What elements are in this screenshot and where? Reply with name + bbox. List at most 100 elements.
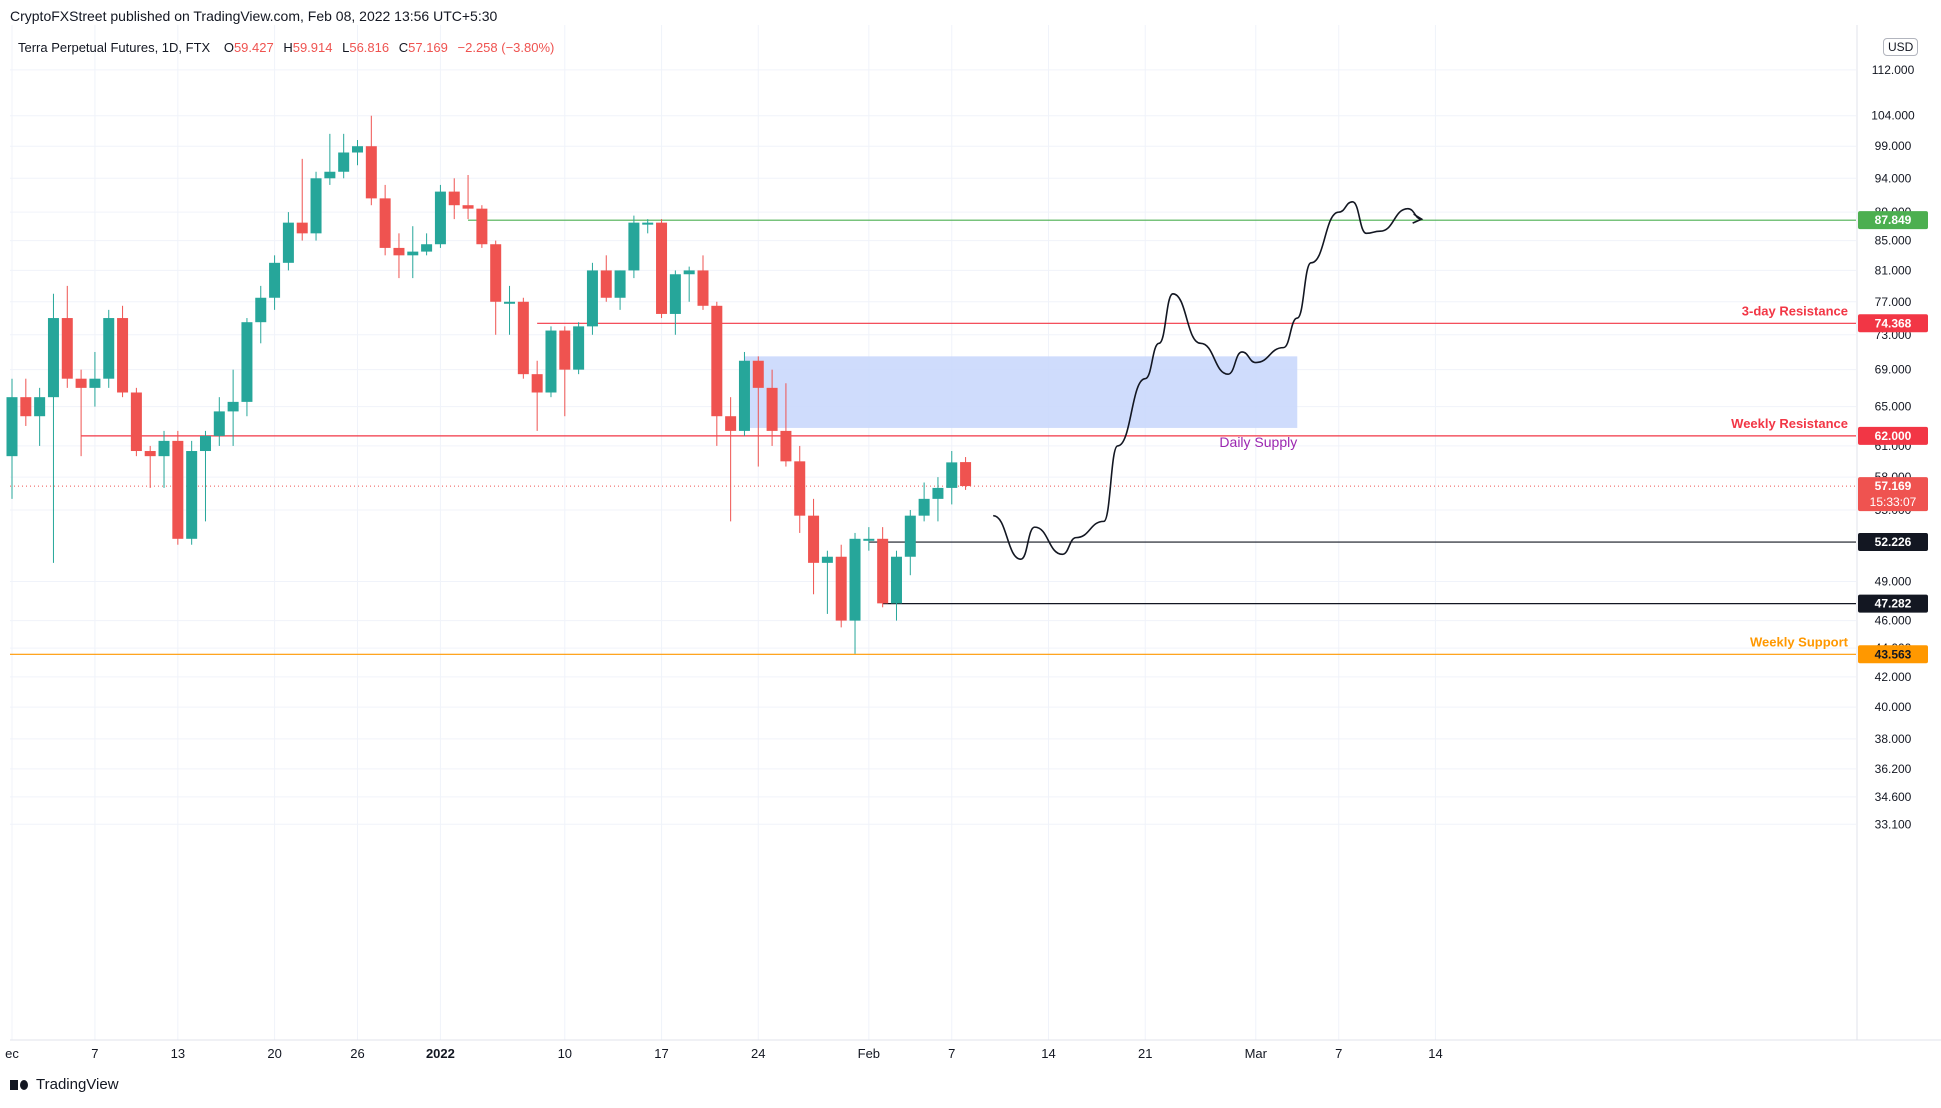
candle [61,285,73,388]
candle-body [794,461,806,516]
projection-arrowhead [1412,213,1424,224]
candle-body [683,270,695,275]
price-tick-label: 94.000 [1875,171,1912,185]
candle-body [296,222,308,234]
candle [352,140,363,166]
candle [186,440,198,545]
price-tick-label: 46.000 [1875,614,1912,628]
candle-body [434,191,446,245]
candle [504,285,516,335]
tradingview-logo-icon [10,1078,30,1092]
candle [476,205,488,248]
candle [725,397,737,522]
time-tick-label: Feb [858,1046,880,1061]
candle [379,184,391,256]
legend-line: Terra Perpetual Futures, 1D, FTX O59.427… [18,40,554,55]
3-day-resistance-label-text: 74.368 [1875,316,1912,330]
candle-body [918,498,930,516]
candle-body [697,270,709,306]
tradingview-logo[interactable]: TradingView [10,1076,119,1093]
level-52-label-bg [1858,533,1928,552]
candle-body [932,487,944,499]
plot-area[interactable] [10,25,1856,1040]
candle [20,378,32,426]
price-tick-label: 42.000 [1875,670,1912,684]
current-price-label-text: 57.169 [1875,479,1912,493]
time-tick-label: Mar [1245,1046,1268,1061]
time-axis[interactable]: ec 7 13 20 26 2022 10 17 24 Feb 7 14 21 Mar 7 14 [5,1046,1443,1061]
candle-body [946,462,958,488]
candle [34,387,46,446]
green-level-label-text: 87.849 [1875,213,1912,227]
weekly-support-annotation: Weekly Support [1750,634,1849,649]
legend-high-value: 59.914 [293,40,333,55]
price-axis[interactable]: 112.000104.00099.00094.00089.00085.00081… [1871,63,1915,831]
countdown-label-text: 15:33:07 [1870,495,1917,509]
candle [282,212,294,271]
candle-body [725,416,737,431]
candle-body [628,222,640,271]
candle [946,451,958,505]
candle-body [310,178,322,234]
candle [683,266,695,302]
candle [835,544,847,628]
time-tick-label: 21 [1138,1046,1152,1061]
candle-body [766,387,778,431]
candle [780,383,792,467]
candle [531,360,543,431]
legend-open-label: O [224,40,234,55]
candle-body [379,198,391,248]
price-tick-label: 33.100 [1875,817,1912,831]
weekly-resistance-label-bg [1858,426,1928,445]
candle [863,527,875,551]
legend-change: −2.258 (−3.80%) [458,40,555,55]
candle-body [144,451,156,457]
candle-body [75,378,87,388]
candle [656,219,668,319]
candle [614,270,626,310]
candle-body [504,301,516,304]
candle-body [227,401,239,412]
candle-body [960,462,972,487]
candle-body [89,378,101,388]
candle-body [863,538,875,541]
candle-body [130,392,142,452]
price-tick-label: 69.000 [1875,363,1912,377]
candle-body [642,222,654,225]
price-tick-label: 38.000 [1875,732,1912,746]
candle-body [476,208,488,245]
candle [918,482,930,522]
candle [434,184,446,248]
legend-low-value: 56.816 [349,40,389,55]
price-tick-label: 112.000 [1872,63,1915,77]
time-tick-label: ec [5,1046,19,1061]
candle [6,378,18,499]
candle [75,369,87,457]
candle [849,532,861,654]
candle-body [269,262,281,298]
candle-body [808,515,820,563]
candle-body [172,440,184,539]
candle [89,351,101,407]
candle-body [600,270,612,298]
currency-badge[interactable]: USD [1883,38,1919,56]
candle-body [780,430,792,462]
weekly-resistance-label-text: 62.000 [1875,429,1912,443]
candle [365,115,377,206]
price-tick-label: 65.000 [1875,400,1912,414]
price-tick-label: 49.000 [1875,575,1912,589]
candle [628,215,640,279]
candle [47,293,59,563]
projection-path [992,200,1422,560]
legend-low-label: L [342,40,349,55]
candle [310,171,322,241]
candle [711,301,723,446]
supply-zone-layer: Daily Supply [744,356,1298,450]
candle [890,550,902,621]
time-tick-label: 7 [948,1046,955,1061]
candle-body [890,556,902,604]
legend-symbol: Terra Perpetual Futures, 1D, FTX [18,40,211,55]
candle [462,175,474,220]
